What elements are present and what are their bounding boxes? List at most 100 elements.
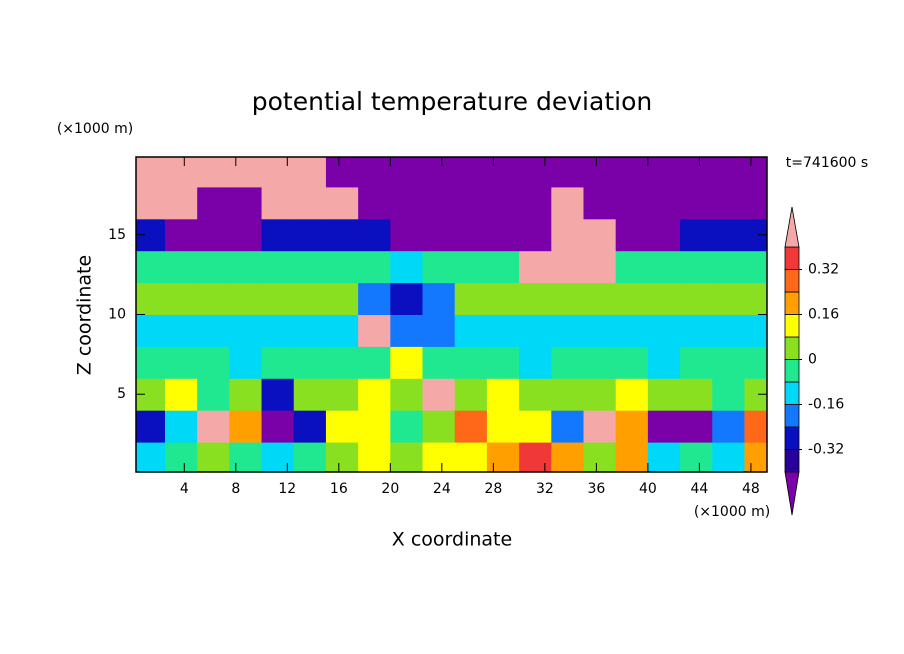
- contour-cell: [486, 442, 520, 472]
- contour-cell: [615, 218, 649, 252]
- colorbar-tick-label: -0.16: [808, 397, 844, 413]
- contour-cell: [551, 157, 584, 188]
- contour-cell: [454, 157, 488, 188]
- contour-cell: [744, 314, 767, 347]
- contour-cell: [293, 442, 327, 472]
- contour-cell: [712, 378, 745, 411]
- contour-cell: [486, 314, 520, 347]
- contour-cell: [744, 410, 767, 443]
- contour-cell: [164, 282, 198, 315]
- contour-cell: [136, 410, 166, 443]
- colorbar-box: [784, 381, 800, 405]
- contour-cell: [325, 378, 359, 411]
- contour-cell: [325, 442, 359, 472]
- contour-cell: [712, 250, 745, 284]
- contour-cell: [197, 250, 230, 284]
- contour-cell: [293, 314, 327, 347]
- contour-cell: [261, 410, 295, 443]
- contour-cell: [680, 218, 713, 252]
- contour-cell: [583, 314, 617, 347]
- contour-cell: [422, 442, 456, 472]
- contour-cell: [486, 410, 520, 443]
- y-tick-label: 5: [117, 386, 126, 402]
- x-tick-label: 48: [742, 481, 760, 497]
- contour-cell: [519, 442, 552, 472]
- contour-cell: [164, 410, 198, 443]
- contour-cell: [454, 314, 488, 347]
- contour-cell: [680, 157, 713, 188]
- contour-cell: [293, 218, 327, 252]
- contour-cell: [551, 250, 584, 284]
- contour-cell: [197, 186, 230, 220]
- contour-cell: [519, 378, 552, 411]
- contour-cell: [358, 250, 391, 284]
- contour-cell: [325, 250, 359, 284]
- colorbar-box: [784, 246, 800, 270]
- contour-cell: [454, 218, 488, 252]
- contour-cell: [422, 218, 456, 252]
- contour-cell: [136, 250, 166, 284]
- contour-cell: [390, 346, 424, 379]
- y-tick-label: 15: [108, 227, 126, 243]
- contour-cell: [583, 378, 617, 411]
- contour-cell: [454, 346, 488, 379]
- contour-cell: [744, 186, 767, 220]
- contour-cell: [486, 346, 520, 379]
- contour-cell: [136, 346, 166, 379]
- contour-cell: [744, 282, 767, 315]
- contour-cell: [197, 378, 230, 411]
- contour-cell: [583, 410, 617, 443]
- chart-title: potential temperature deviation: [252, 87, 652, 116]
- contour-cell: [647, 282, 681, 315]
- contour-cell: [647, 250, 681, 284]
- contour-cell: [358, 157, 391, 188]
- contour-cell: [325, 218, 359, 252]
- contour-cell: [583, 218, 617, 252]
- x-tick-label: 12: [278, 481, 296, 497]
- contour-cell: [164, 442, 198, 472]
- colorbar-box: [784, 314, 800, 338]
- contour-cell: [680, 186, 713, 220]
- contour-cell: [454, 186, 488, 220]
- contour-cell: [229, 186, 263, 220]
- contour-cell: [390, 186, 424, 220]
- contour-cell: [293, 186, 327, 220]
- x-tick-label: 36: [587, 481, 605, 497]
- contour-cell: [486, 250, 520, 284]
- contour-cell: [551, 186, 584, 220]
- contour-cell: [744, 378, 767, 411]
- contour-cell: [358, 282, 391, 315]
- contour-cell: [519, 157, 552, 188]
- contour-cell: [422, 157, 456, 188]
- contour-cell: [680, 378, 713, 411]
- contour-cell: [583, 282, 617, 315]
- contour-cell: [551, 282, 584, 315]
- contour-cell: [261, 442, 295, 472]
- contour-cell: [229, 282, 263, 315]
- contour-cell: [261, 218, 295, 252]
- contour-cell: [486, 282, 520, 315]
- contour-cell: [422, 346, 456, 379]
- x-tick-label: 4: [180, 481, 189, 497]
- contour-cell: [583, 442, 617, 472]
- x-tick-label: 16: [330, 481, 348, 497]
- contour-cell: [422, 250, 456, 284]
- contour-cell: [358, 410, 391, 443]
- colorbar-tick-label: 0.32: [808, 262, 839, 278]
- x-unit: (×1000 m): [694, 504, 770, 520]
- contour-cell: [164, 186, 198, 220]
- contour-cell: [325, 410, 359, 443]
- contour-cell: [293, 378, 327, 411]
- contour-cell: [261, 282, 295, 315]
- contour-cell: [390, 157, 424, 188]
- contour-cell: [261, 314, 295, 347]
- contour-cell: [358, 378, 391, 411]
- contour-cell: [551, 378, 584, 411]
- contour-cell: [390, 410, 424, 443]
- contour-cell: [680, 282, 713, 315]
- contour-cell: [744, 218, 767, 252]
- contour-cell: [680, 346, 713, 379]
- contour-cell: [229, 250, 263, 284]
- contour-cell: [136, 314, 166, 347]
- y-axis-title: Z coordinate: [74, 255, 96, 375]
